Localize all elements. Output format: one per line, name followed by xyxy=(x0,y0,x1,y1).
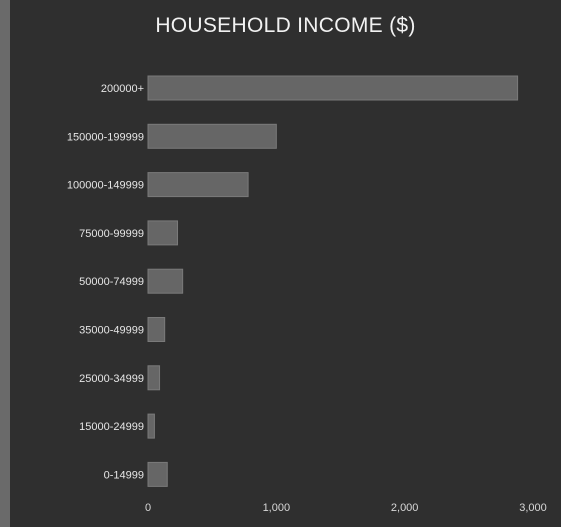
bar-150000-199999 xyxy=(147,123,277,149)
category-label: 0-14999 xyxy=(104,469,144,481)
category-label: 200000+ xyxy=(101,83,144,95)
bar-75000-99999 xyxy=(147,220,179,246)
bar-35000-49999 xyxy=(147,317,166,342)
bar-200000+ xyxy=(147,75,519,101)
x-tick-label: 0 xyxy=(145,502,151,514)
category-label: 35000-49999 xyxy=(79,325,144,337)
bar-25000-34999 xyxy=(147,365,161,391)
x-tick-label: 1,000 xyxy=(263,502,291,514)
bar-15000-24999 xyxy=(147,413,155,439)
category-label: 75000-99999 xyxy=(79,228,144,240)
category-label: 15000-24999 xyxy=(79,421,144,433)
category-label: 50000-74999 xyxy=(79,276,144,288)
bar-100000-149999 xyxy=(147,172,249,198)
chart-title: HOUSEHOLD INCOME ($) xyxy=(155,14,416,37)
category-label: 25000-34999 xyxy=(79,373,144,385)
x-tick-label: 3,000 xyxy=(519,502,547,514)
bar-0-14999 xyxy=(147,461,168,487)
bar-50000-74999 xyxy=(147,268,184,294)
bars-group xyxy=(147,75,519,487)
category-label: 150000-199999 xyxy=(67,131,144,143)
category-label: 100000-149999 xyxy=(67,180,144,192)
x-tick-label: 2,000 xyxy=(391,502,419,514)
category-labels: 200000+ 150000-199999 100000-149999 75000-9… xyxy=(67,83,144,481)
x-axis-ticks: 0 1,000 2,000 3,000 xyxy=(145,502,547,514)
